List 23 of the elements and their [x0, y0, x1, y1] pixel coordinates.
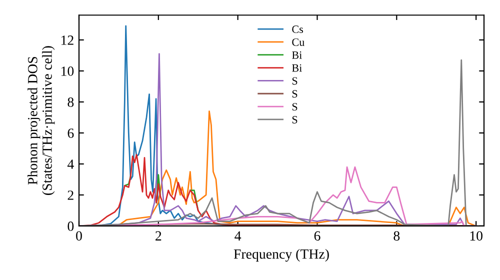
x-tick-label: 4 [234, 231, 242, 240]
y-tick-label: 0 [68, 222, 74, 231]
legend-label: Cs [292, 26, 304, 34]
x-axis-title: Frequency (THz) [234, 248, 329, 262]
x-tick-label: 6 [314, 231, 320, 241]
x-tick-label: 0 [76, 231, 82, 241]
legend-label: Bi [292, 64, 302, 72]
x-tick-label: 2 [156, 231, 162, 240]
legend-label: Bi [292, 51, 302, 59]
legend-label: S [292, 103, 298, 111]
x-tick-label: 8 [394, 231, 400, 241]
y-tick-label: 4 [67, 160, 74, 169]
y-axis-title: Phonon projected DOS (States/THz·primitive cell) [28, 46, 55, 195]
x-tick-label: 10 [470, 231, 482, 241]
y-tick-label: 10 [61, 66, 74, 76]
y-tick-label: 12 [61, 36, 74, 45]
y-tick-label: 2 [68, 190, 74, 200]
legend-label: S [292, 116, 298, 124]
legend-label: S [292, 90, 298, 98]
y-tick-label: 6 [68, 128, 74, 138]
legend-label: S [292, 77, 298, 85]
y-tick-label: 8 [68, 98, 74, 107]
legend-label: Cu [292, 38, 304, 46]
